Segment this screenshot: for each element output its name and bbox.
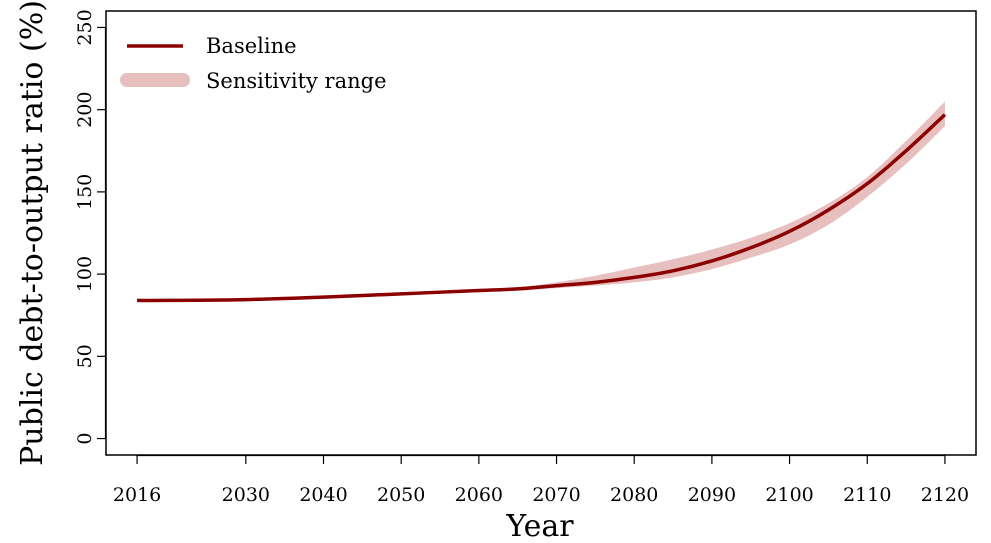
legend-sensitivity-label: Sensitivity range	[206, 69, 387, 93]
x-tick-label-2110: 2110	[843, 484, 891, 506]
x-tick-label-2100: 2100	[765, 484, 813, 506]
x-tick-label-2050: 2050	[377, 484, 425, 506]
sensitivity-band-layer	[137, 101, 945, 301]
x-tick-label-2090: 2090	[688, 484, 736, 506]
y-tick-label-250: 250	[74, 9, 96, 45]
y-tick-label-150: 150	[74, 174, 96, 210]
x-tick-label-2060: 2060	[455, 484, 503, 506]
x-tick-label-2040: 2040	[299, 484, 347, 506]
y-tick-label-200: 200	[74, 92, 96, 128]
y-axis-title: Public debt-to-output ratio (%)	[15, 0, 50, 466]
legend: Baseline Sensitivity range	[120, 34, 387, 93]
y-tick-label-50: 50	[74, 344, 96, 368]
x-axis-title: Year	[505, 509, 574, 543]
y-tick-label-0: 0	[74, 433, 96, 445]
x-axis: 2016 2030 2040 2050 2060 2070 2080 2090 2100 2110…	[113, 454, 969, 506]
baseline-line-layer	[137, 113, 947, 303]
x-tick-label-2030: 2030	[222, 484, 270, 506]
legend-baseline-label: Baseline	[206, 34, 297, 58]
baseline-line	[137, 113, 947, 303]
y-axis: 0 50 100 150 200 250	[74, 9, 107, 445]
y-tick-label-100: 100	[74, 256, 96, 292]
sensitivity-range-band	[137, 101, 945, 301]
x-tick-label-2016: 2016	[113, 484, 161, 506]
x-tick-label-2080: 2080	[610, 484, 658, 506]
x-tick-label-2070: 2070	[532, 484, 580, 506]
x-tick-label-2120: 2120	[921, 484, 969, 506]
